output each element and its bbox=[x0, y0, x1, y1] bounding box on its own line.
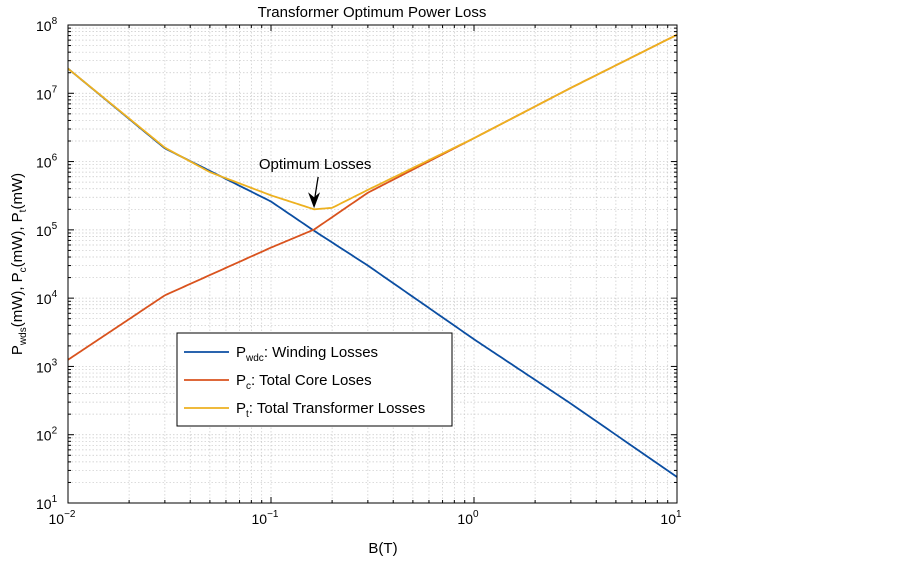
series-layer bbox=[67, 33, 678, 478]
series-line-total-transformer-losses bbox=[67, 33, 678, 211]
plot-frame bbox=[67, 24, 678, 504]
y-tick-label: 108 bbox=[36, 16, 58, 34]
y-tick-label: 106 bbox=[36, 153, 58, 171]
legend-entry-label: Pt: Total Transformer Losses bbox=[236, 400, 425, 420]
y-tick-label: 103 bbox=[36, 357, 58, 375]
legend-entry-label: Pc: Total Core Loses bbox=[236, 372, 372, 392]
x-tick-label: 10−2 bbox=[49, 509, 76, 527]
x-tick-labels: 10−2 10−1 100 101 bbox=[49, 509, 683, 527]
grid bbox=[68, 25, 677, 503]
y-tick-label: 104 bbox=[36, 289, 58, 307]
x-axis-label: B(T) bbox=[368, 540, 397, 557]
y-tick-label: 102 bbox=[36, 426, 58, 444]
legend-entry-label: Pwdc: Winding Losses bbox=[236, 344, 378, 364]
x-tick-label: 101 bbox=[660, 509, 682, 527]
y-tick-label: 101 bbox=[36, 494, 58, 512]
y-tick-label: 105 bbox=[36, 221, 58, 239]
legend: Pwdc: Winding Losses Pc: Total Core Loses… bbox=[176, 332, 453, 427]
annotation: Optimum Losses bbox=[259, 156, 372, 209]
x-tick-label: 10−1 bbox=[252, 509, 279, 527]
y-axis-label: Pwds(mW), Pc(mW), Pt(mW) bbox=[9, 173, 29, 355]
y-tick-label: 107 bbox=[36, 84, 58, 102]
tick-marks bbox=[67, 24, 678, 504]
chart-title: Transformer Optimum Power Loss bbox=[258, 4, 487, 21]
x-tick-label: 100 bbox=[457, 509, 479, 527]
annotation-label: Optimum Losses bbox=[259, 156, 372, 173]
annotation-arrowhead bbox=[308, 192, 321, 209]
y-tick-labels: 101 102 103 104 105 106 107 108 bbox=[36, 16, 58, 512]
